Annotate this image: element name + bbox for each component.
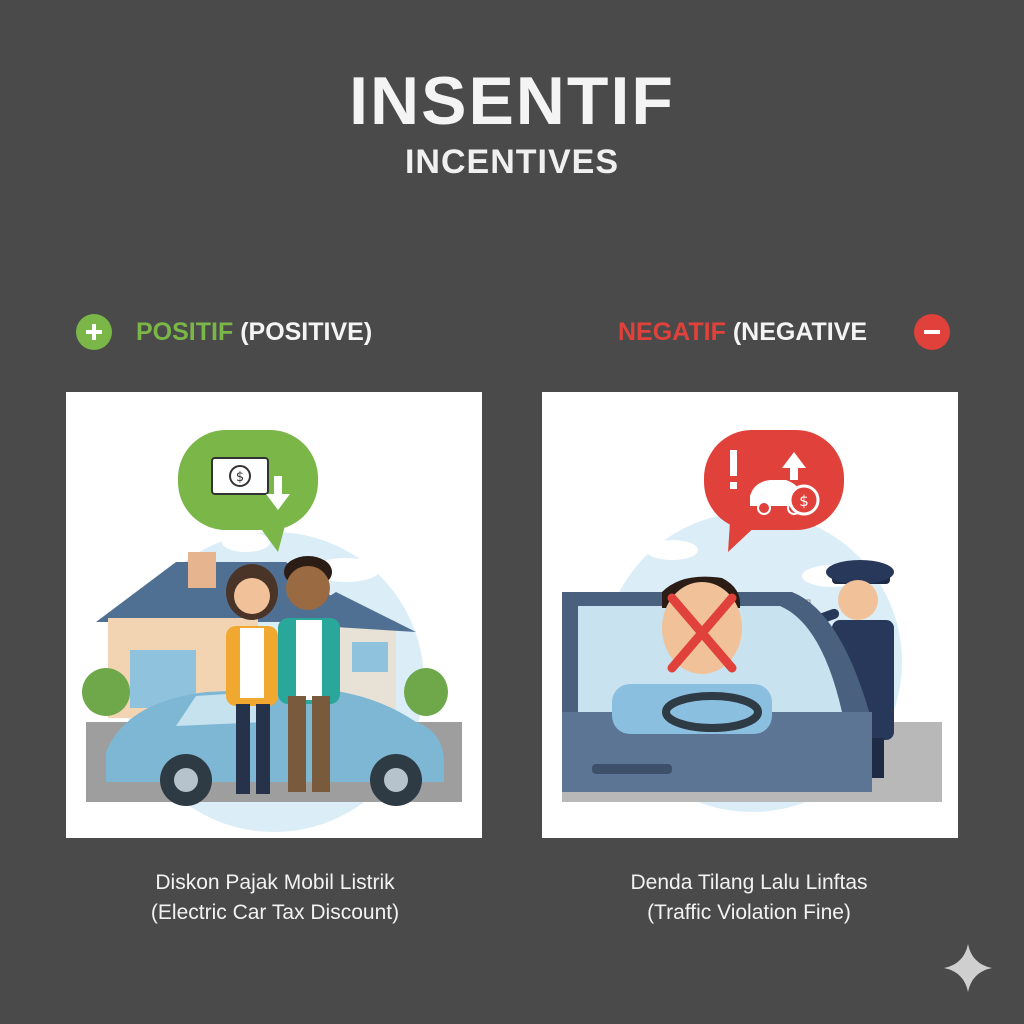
plus-icon [76, 314, 112, 350]
fine-bubble-icon: $ [704, 430, 844, 552]
svg-text:$: $ [799, 492, 809, 510]
positive-caption-line1: Diskon Pajak Mobil Listrik [155, 871, 395, 894]
page-subtitle: INCENTIVES [404, 143, 620, 181]
positive-label: POSITIF (POSITIVE) [136, 316, 372, 348]
negative-caption-line1: Denda Tilang Lalu Linftas [630, 871, 868, 894]
negative-caption: Denda Tilang Lalu Linftas (Traffic Viola… [514, 868, 984, 928]
page-title: INSENTIF [349, 63, 675, 139]
electric-car-icon [106, 688, 444, 806]
negative-english: (NEGATIVE [732, 318, 868, 346]
negative-label: NEGATIF (NEGATIVE [618, 316, 867, 348]
minus-icon [914, 314, 950, 350]
man-figure [278, 556, 340, 792]
money-bubble-icon: $ [178, 430, 318, 552]
negative-keyword: NEGATIF [618, 318, 726, 346]
sparkle-icon [942, 942, 994, 999]
svg-text:$: $ [236, 470, 244, 485]
positive-keyword: POSITIF [136, 318, 234, 346]
tax-discount-illustration: $ [66, 392, 482, 838]
positive-caption-line2: (Electric Car Tax Discount) [150, 901, 400, 924]
traffic-fine-illustration: $ [542, 392, 958, 838]
positive-caption: Diskon Pajak Mobil Listrik (Electric Car… [40, 868, 510, 928]
woman-figure [226, 564, 278, 794]
negative-caption-line2: (Traffic Violation Fine) [647, 901, 851, 924]
positive-english: (POSITIVE) [240, 318, 373, 346]
driver-figure [612, 576, 772, 734]
